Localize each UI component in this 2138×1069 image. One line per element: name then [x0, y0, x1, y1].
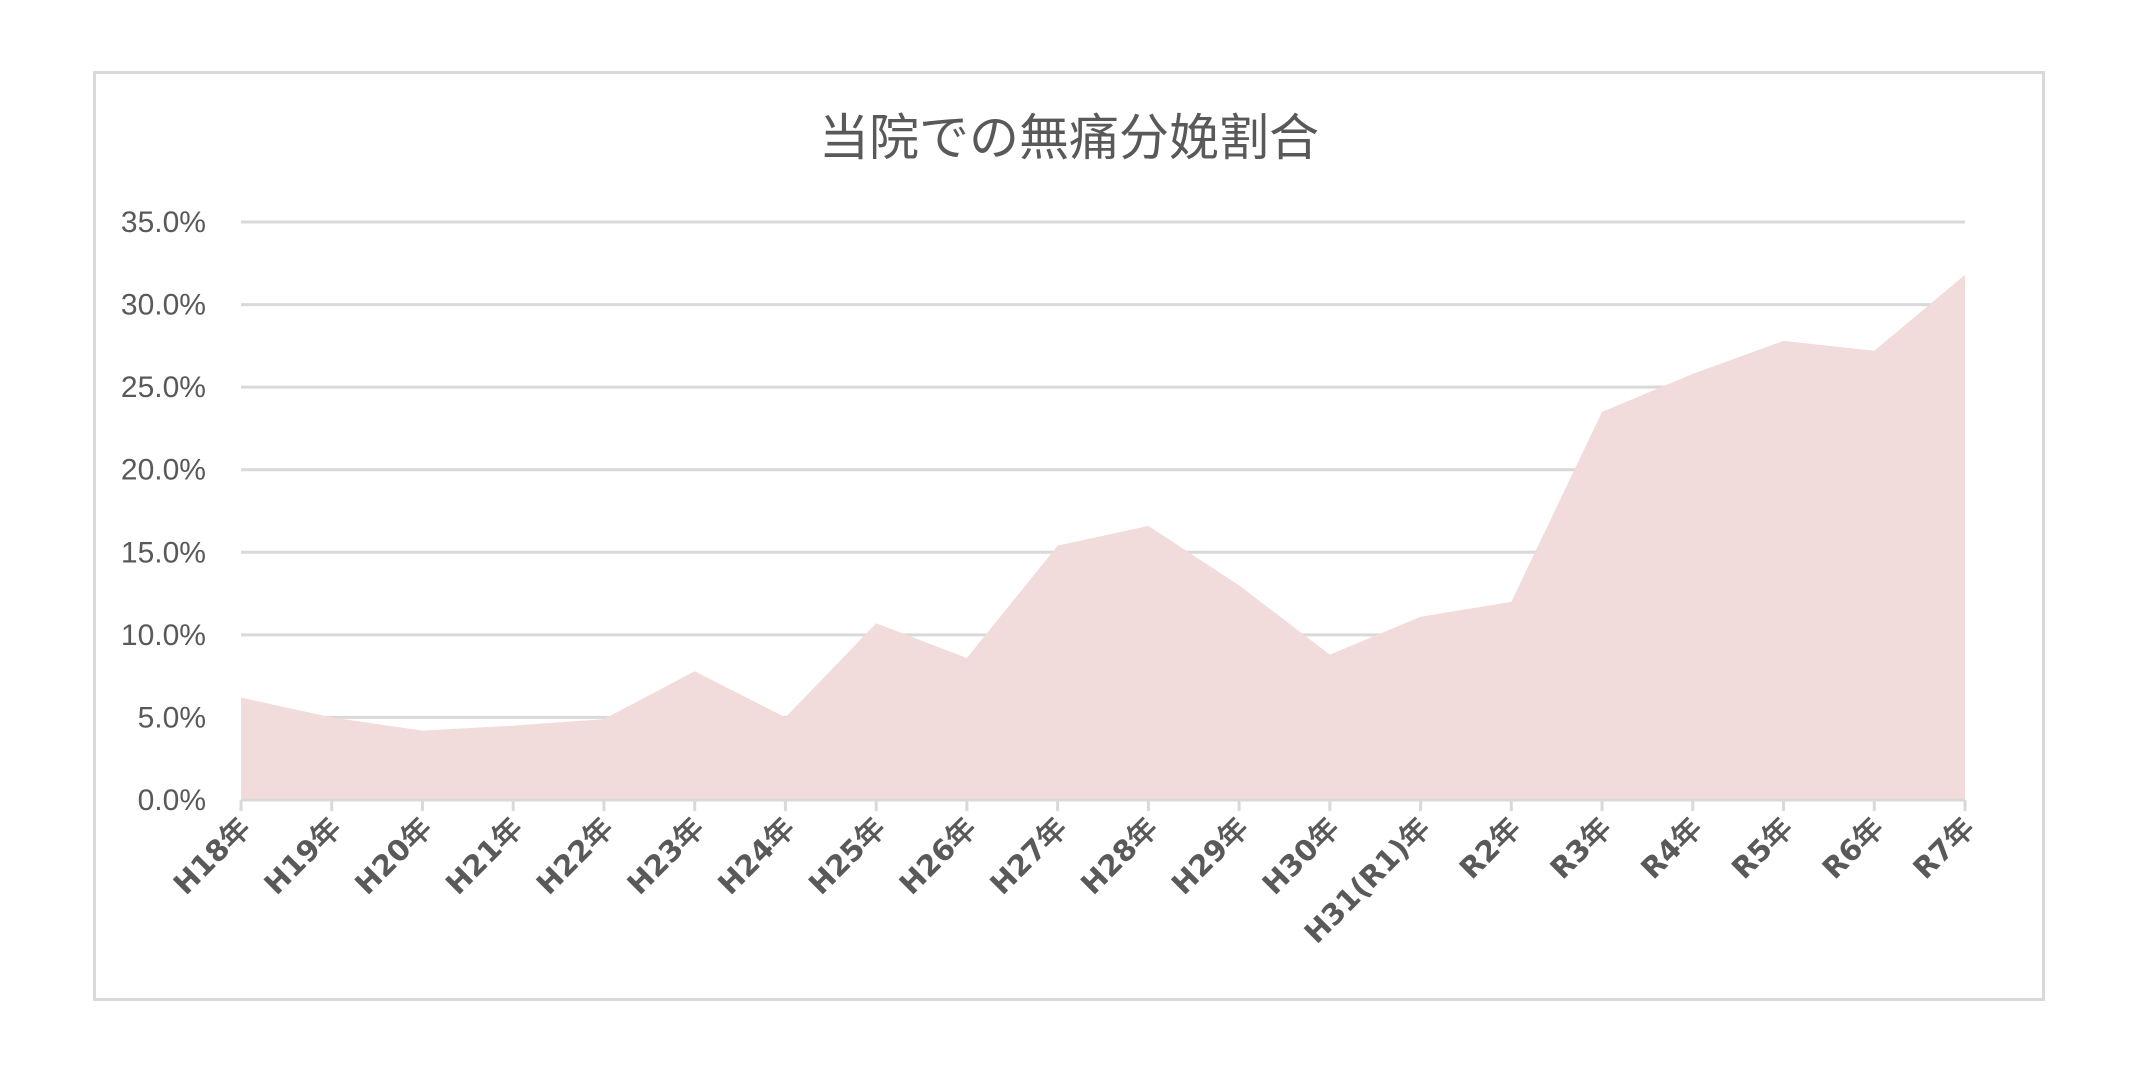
x-tick-label: H30年: [1256, 811, 1346, 901]
area-series: [240, 274, 1966, 800]
x-axis: [239, 798, 1967, 811]
chart-title: 当院での無痛分娩割合: [819, 109, 1319, 167]
x-tick-label: H25年: [802, 811, 892, 901]
x-tick-label: H22年: [530, 811, 620, 901]
x-tick-label: R3年: [1543, 811, 1618, 886]
x-tick-label: H20年: [348, 811, 438, 901]
x-tick-label: R4年: [1634, 811, 1709, 886]
y-tick-label: 0.0%: [138, 784, 206, 817]
x-tick-label: H19年: [257, 811, 347, 901]
area-fill: [241, 274, 1965, 800]
x-tick-label: H28年: [1074, 811, 1164, 901]
x-tick-label: H21年: [439, 811, 529, 901]
x-tick-label: H24年: [711, 811, 801, 901]
y-tick-label: 5.0%: [138, 701, 206, 734]
x-tick-label: R2年: [1453, 811, 1528, 886]
y-axis-tick-labels: 0.0% 5.0% 10.0% 15.0% 20.0% 25.0% 30.0% 35.0%: [121, 206, 206, 817]
y-tick-label: 30.0%: [121, 289, 206, 322]
y-tick-label: 35.0%: [121, 206, 206, 239]
x-tick-label: R5年: [1725, 811, 1800, 886]
x-tick-label: R6年: [1816, 811, 1891, 886]
x-tick-label: H23年: [620, 811, 710, 901]
x-tick-label: H18年: [167, 811, 257, 901]
y-tick-label: 20.0%: [121, 454, 206, 487]
y-tick-label: 15.0%: [121, 536, 206, 569]
x-axis-tick-labels: H18年 H19年 H20年 H21年 H22年 H23年 H24年 H25年 H26年 H27年…: [167, 811, 1981, 950]
y-tick-label: 10.0%: [121, 619, 206, 652]
x-tick-label: H26年: [893, 811, 983, 901]
x-tick-label: H27年: [983, 811, 1073, 901]
x-tick-label: H29年: [1165, 811, 1255, 901]
x-tick-label: R7年: [1906, 811, 1981, 886]
y-tick-label: 25.0%: [121, 371, 206, 404]
